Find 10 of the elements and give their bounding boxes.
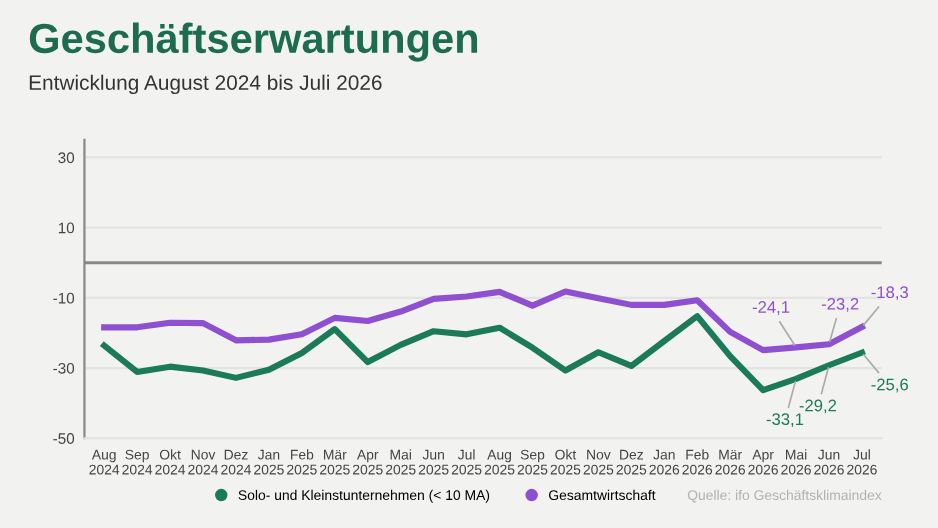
data-label: -18,3 (871, 286, 908, 301)
chart-subtitle: Entwicklung August 2024 bis Juli 2026 (29, 74, 382, 95)
data-label: -25,6 (871, 378, 908, 393)
data-label: -23,2 (821, 297, 859, 312)
data-label: -24,1 (752, 301, 790, 315)
line-series (101, 288, 866, 354)
data-label: -29,2 (799, 399, 837, 414)
data-label: -33,1 (766, 413, 804, 428)
chart-title: Geschäftserwartungen (29, 22, 478, 62)
line-series (101, 313, 866, 394)
